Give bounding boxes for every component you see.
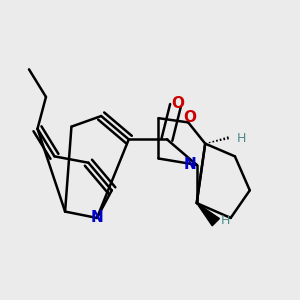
Text: H: H xyxy=(220,214,230,227)
Text: O: O xyxy=(171,96,184,111)
Text: N: N xyxy=(91,210,103,225)
Text: O: O xyxy=(183,110,196,125)
Text: N: N xyxy=(184,157,196,172)
Polygon shape xyxy=(197,203,219,226)
Text: H: H xyxy=(237,132,246,145)
